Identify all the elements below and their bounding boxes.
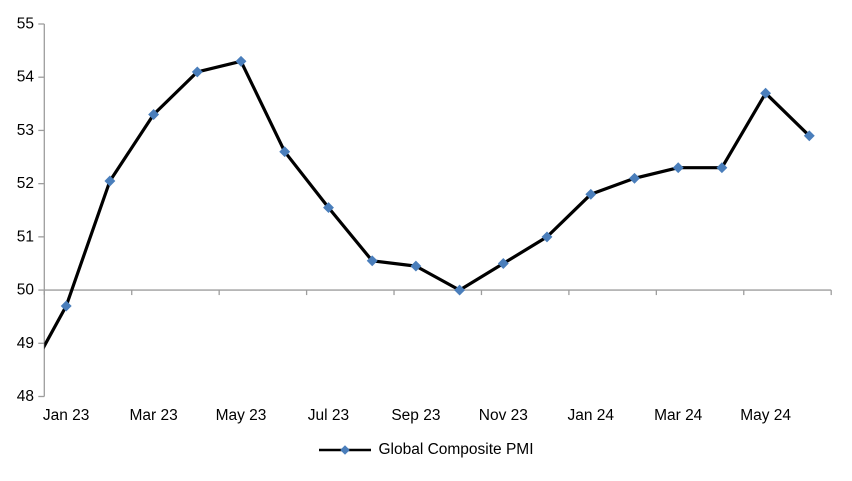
data-point-marker <box>366 255 378 267</box>
pmi-series-line <box>44 59 811 350</box>
x-tick-label: May 24 <box>740 407 791 424</box>
y-tick-label: 50 <box>17 282 35 299</box>
x-tick-label: Sep 23 <box>391 407 440 424</box>
y-tick-label: 51 <box>17 228 34 245</box>
y-tick-label: 52 <box>17 175 34 192</box>
x-tick-label: Jan 23 <box>43 407 90 424</box>
x-tick-label: Jan 24 <box>567 407 614 424</box>
data-point-marker <box>629 172 640 184</box>
y-tick-label: 55 <box>17 16 34 33</box>
x-tick-label: Nov 23 <box>479 407 528 424</box>
series-group <box>44 55 815 350</box>
data-point-marker <box>541 231 553 243</box>
x-tick-label: Mar 24 <box>654 407 703 424</box>
y-tick-label: 48 <box>17 388 34 405</box>
legend-line-marker-icon <box>319 445 372 455</box>
y-tick-label: 54 <box>17 69 35 86</box>
data-point-marker <box>803 130 815 142</box>
data-point-marker <box>323 202 334 214</box>
data-point-marker <box>760 87 772 99</box>
data-point-marker <box>410 260 422 272</box>
legend-label: Global Composite PMI <box>378 441 534 458</box>
y-tick-label: 53 <box>17 122 34 139</box>
x-tick-label: Mar 23 <box>129 407 177 424</box>
data-point-marker <box>60 300 72 312</box>
data-point-marker <box>279 146 291 158</box>
data-point-marker <box>235 55 247 67</box>
y-tick-label: 49 <box>17 335 34 352</box>
x-tick-label: Jul 23 <box>308 407 349 424</box>
data-point-marker <box>716 162 728 174</box>
data-point-marker <box>585 188 597 200</box>
data-point-marker <box>454 284 466 296</box>
data-point-marker <box>672 162 684 174</box>
x-tick-label: May 23 <box>216 407 267 424</box>
data-point-marker <box>497 258 509 269</box>
legend: Global Composite PMI <box>0 441 852 459</box>
